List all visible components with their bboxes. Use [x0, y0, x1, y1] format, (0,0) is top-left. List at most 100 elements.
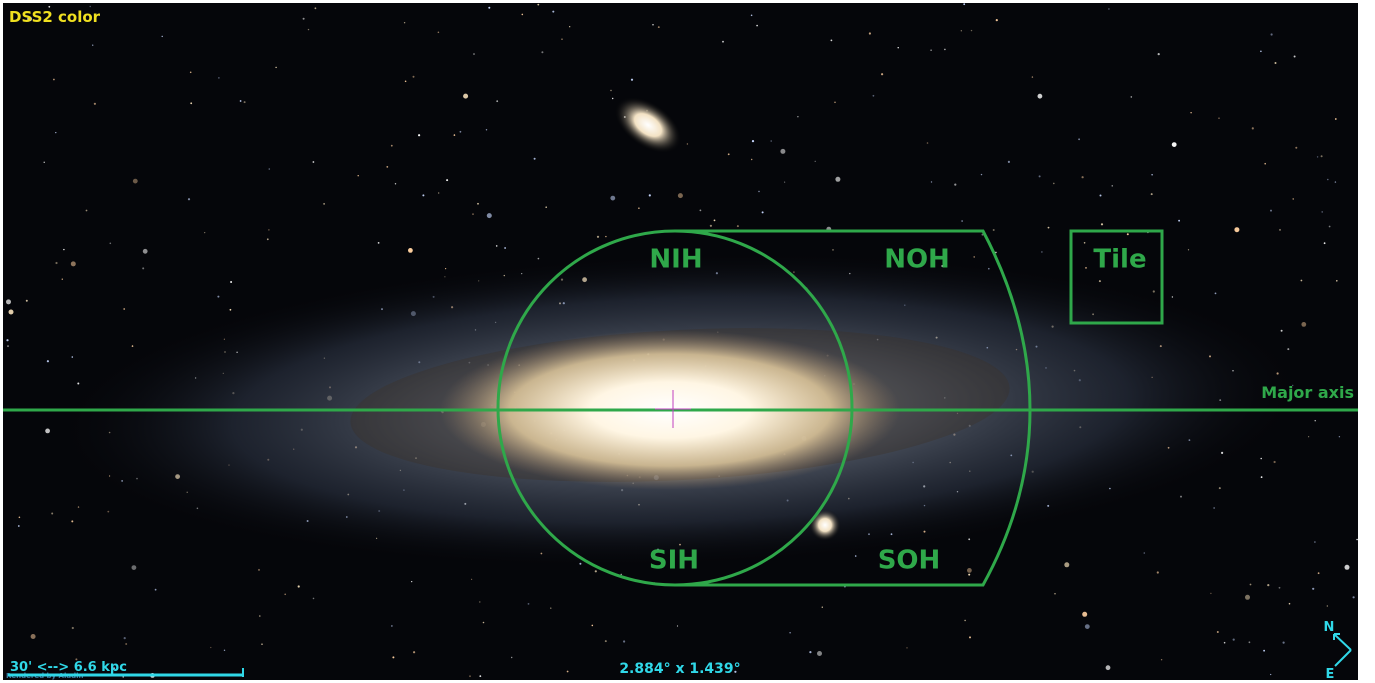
star	[1143, 552, 1146, 554]
star	[496, 100, 499, 103]
star	[1249, 583, 1252, 586]
scale-label: 30' <--> 6.6 kpc	[10, 660, 127, 675]
star	[521, 13, 524, 16]
star	[77, 506, 80, 508]
star	[479, 675, 482, 677]
star	[70, 261, 76, 267]
star	[821, 606, 823, 608]
star	[1273, 460, 1276, 464]
star	[961, 220, 963, 222]
star	[561, 38, 563, 40]
star	[1301, 322, 1307, 327]
star	[1180, 495, 1182, 498]
star	[1263, 649, 1265, 652]
star	[46, 360, 50, 363]
star	[413, 651, 416, 654]
star	[323, 203, 325, 205]
star	[537, 3, 540, 6]
star	[43, 161, 45, 163]
star	[1280, 329, 1283, 332]
star	[217, 295, 220, 298]
star	[471, 578, 473, 580]
star	[297, 585, 300, 588]
axis-label: Major axis	[1261, 383, 1354, 402]
star	[268, 229, 270, 231]
star	[479, 601, 481, 603]
star	[1038, 175, 1041, 178]
star	[1314, 420, 1316, 422]
star	[1081, 176, 1084, 179]
star	[963, 3, 966, 6]
star	[27, 16, 32, 22]
star	[1270, 209, 1272, 212]
star	[314, 7, 317, 10]
star	[51, 512, 54, 515]
star	[1160, 659, 1163, 661]
star	[1321, 211, 1323, 213]
star	[411, 581, 413, 583]
star	[944, 48, 946, 51]
star	[652, 24, 654, 26]
star	[1270, 673, 1272, 676]
star	[55, 132, 57, 134]
compass-north: N	[1324, 620, 1335, 635]
star	[142, 267, 145, 270]
star	[125, 643, 128, 645]
star	[797, 116, 799, 118]
star	[1288, 602, 1291, 605]
star	[699, 209, 702, 212]
star	[18, 516, 21, 519]
star	[109, 242, 112, 245]
star	[967, 568, 972, 573]
star	[1336, 280, 1338, 282]
star	[809, 651, 812, 654]
star	[1084, 624, 1090, 629]
star	[973, 256, 975, 258]
star	[123, 637, 126, 640]
star	[7, 345, 9, 348]
star	[243, 101, 246, 104]
star	[1064, 562, 1070, 568]
star	[1308, 436, 1310, 438]
star	[1151, 174, 1153, 176]
star	[1223, 641, 1226, 644]
star	[1218, 117, 1220, 119]
star	[750, 14, 753, 17]
star	[312, 597, 315, 600]
star	[713, 219, 716, 222]
star	[1232, 638, 1235, 641]
star	[55, 261, 58, 265]
star	[758, 190, 760, 193]
star	[302, 17, 305, 20]
companion-galaxy	[809, 509, 841, 541]
star	[1317, 572, 1320, 575]
star	[210, 646, 212, 649]
star	[761, 211, 764, 214]
star	[1323, 242, 1326, 245]
star	[686, 143, 689, 145]
star	[1126, 233, 1129, 236]
star	[386, 166, 389, 168]
star	[258, 568, 260, 571]
star	[488, 6, 491, 9]
star	[1031, 76, 1034, 78]
star	[307, 28, 310, 31]
star	[463, 93, 469, 99]
companion-galaxy	[614, 96, 682, 154]
star	[63, 248, 65, 251]
star	[964, 619, 966, 622]
star	[1214, 292, 1217, 295]
star	[881, 73, 884, 76]
star	[392, 656, 395, 659]
star	[1111, 185, 1113, 187]
star	[71, 520, 74, 523]
star	[408, 248, 413, 253]
region-label: SOH	[878, 546, 941, 576]
star	[1108, 8, 1110, 10]
star	[960, 30, 962, 32]
star	[610, 195, 616, 201]
star	[1316, 156, 1319, 158]
star	[154, 588, 157, 591]
star	[527, 603, 530, 605]
star	[1100, 223, 1104, 226]
